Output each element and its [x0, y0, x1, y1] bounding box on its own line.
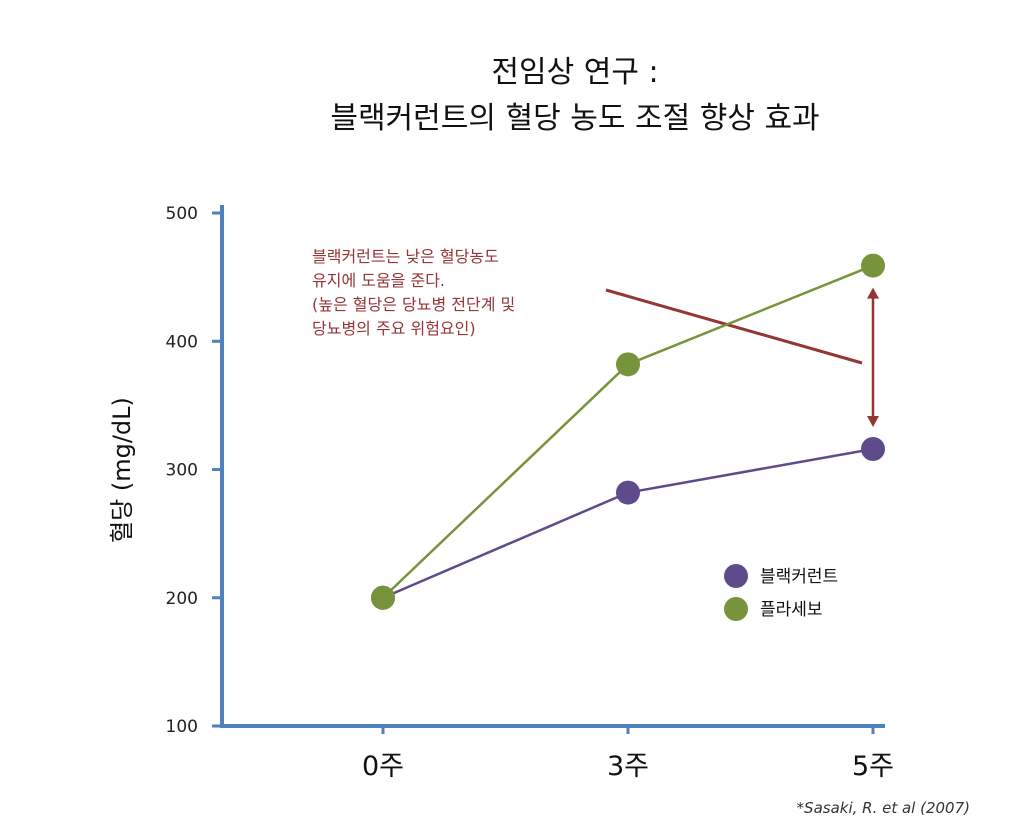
series-line-placebo — [382, 264, 874, 599]
legend-marker-blackcurrant — [724, 564, 748, 588]
x-tick-label: 5주 — [852, 751, 894, 782]
series-point-placebo — [861, 253, 885, 278]
x-tick-label: 0주 — [362, 751, 404, 782]
annotation-text-line: 유지에 도움을 준다. — [312, 271, 445, 290]
series-point-placebo — [371, 585, 395, 610]
y-axis-label: 혈당 (mg/dL) — [108, 397, 136, 543]
y-tick-label: 200 — [166, 589, 198, 609]
annotation-text-line: 블랙커런트는 낮은 혈당농도 — [312, 247, 499, 266]
chart-title-line-2: 블랙커런트의 혈당 농도 조절 향상 효과 — [330, 101, 819, 136]
legend-label-blackcurrant: 블랙커런트 — [760, 567, 838, 587]
y-tick-label: 100 — [166, 717, 198, 737]
annotation-pointer-line — [605, 288, 863, 365]
annotation-text-line: 당뇨병의 주요 위험요인) — [312, 319, 476, 338]
legend-label-placebo: 플라세보 — [760, 600, 823, 620]
x-tick-label: 3주 — [607, 751, 649, 782]
axes: 100 200 300 400 500 0주 3주 5주 — [166, 204, 894, 782]
legend-marker-placebo — [724, 597, 748, 621]
difference-arrow-head-down — [867, 415, 879, 427]
difference-arrow-head-up — [867, 287, 879, 299]
series-point-placebo — [616, 352, 640, 377]
y-tick-label: 500 — [166, 204, 198, 224]
y-tick-label: 300 — [166, 461, 198, 481]
series — [371, 253, 885, 610]
annotation-text-line: (높은 혈당은 당뇨병 전단계 및 — [312, 295, 515, 314]
y-tick-label: 400 — [166, 332, 198, 352]
chart-title-line-1: 전임상 연구 : — [491, 55, 658, 90]
series-point-blackcurrant — [616, 480, 640, 505]
series-point-blackcurrant — [861, 436, 885, 461]
citation: *Sasaki, R. et al (2007) — [797, 799, 970, 817]
